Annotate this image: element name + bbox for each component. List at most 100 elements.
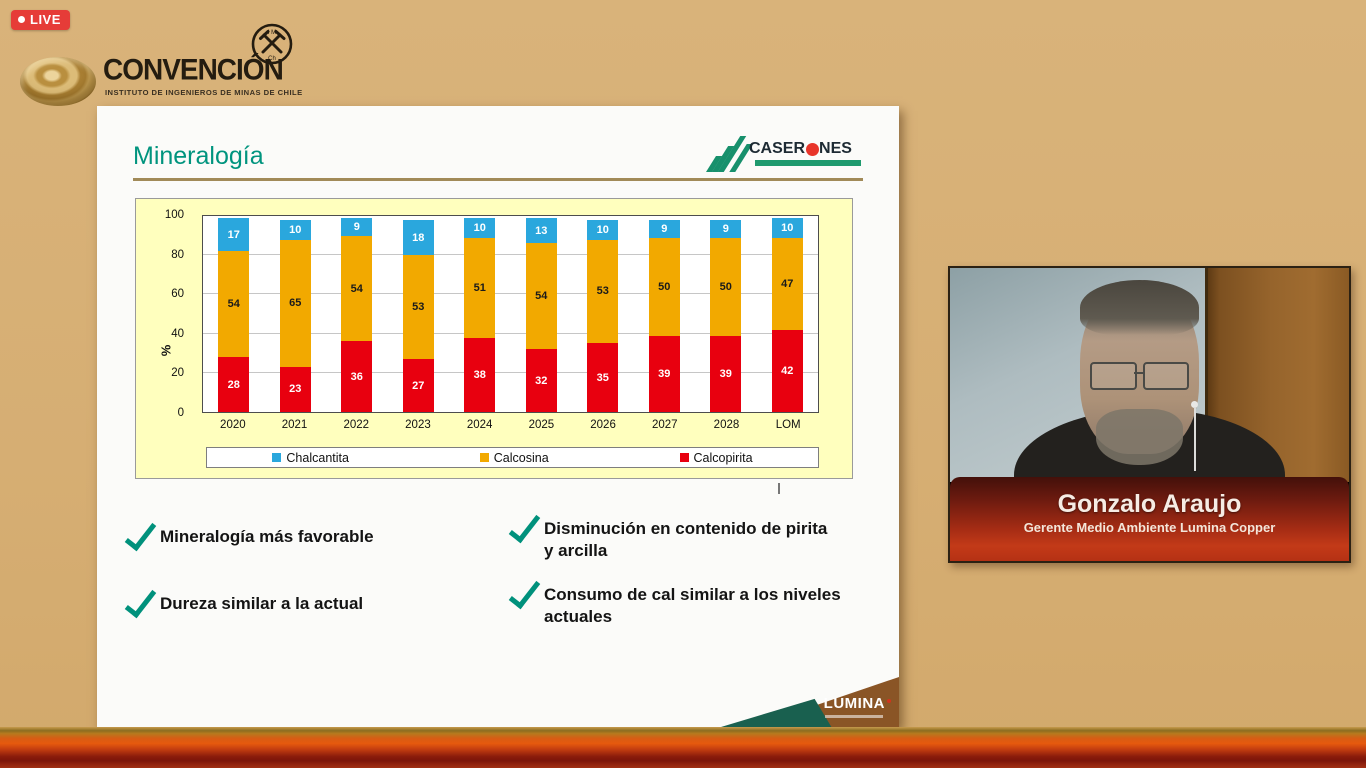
bar-segment: 38 bbox=[464, 337, 496, 412]
convention-subtitle: INSTITUTO DE INGENIEROS DE MINAS DE CHIL… bbox=[105, 88, 303, 97]
legend-swatch bbox=[679, 453, 689, 462]
text-cursor-mark bbox=[778, 483, 780, 494]
bottom-gradient-band bbox=[0, 727, 1366, 768]
bar-segment: 54 bbox=[341, 235, 373, 342]
earbud-wire bbox=[1194, 407, 1197, 472]
bar-segment: 47 bbox=[771, 237, 803, 330]
bar-segment: 39 bbox=[710, 335, 742, 412]
speaker-name: Gonzalo Araujo bbox=[1057, 489, 1242, 518]
stacked-bar: 42 47 10 bbox=[771, 216, 803, 412]
chart-legend: Chalcantita Calcosina Calcopirita bbox=[206, 447, 819, 468]
bar-segment: 9 bbox=[710, 219, 742, 238]
bar-segment: 10 bbox=[771, 217, 803, 238]
stacked-bar: 32 54 13 bbox=[525, 216, 557, 412]
bar-segment: 10 bbox=[587, 219, 619, 240]
checklist-item: Consumo de cal similar a los niveles act… bbox=[508, 574, 847, 629]
legend-item: Calcopirita bbox=[679, 451, 753, 465]
checklist-item: Dureza similar a la actual bbox=[124, 583, 443, 619]
bar-segment: 50 bbox=[648, 237, 680, 336]
legend-swatch bbox=[272, 453, 282, 462]
x-tick-label: 2025 bbox=[528, 419, 555, 431]
caserones-logo: CASERONES bbox=[706, 130, 863, 180]
x-axis-labels: 2020 2021 2022 2023 2024 2025 2026 2027 2028 LOM bbox=[202, 419, 819, 431]
caserones-wordmark: CASERONES bbox=[749, 140, 852, 157]
y-axis-ticks: 0 20 40 60 80 100 bbox=[136, 209, 194, 419]
bar-column: 42 47 10 bbox=[757, 216, 819, 412]
x-tick-label: 2022 bbox=[343, 419, 370, 431]
checklist-item: Disminución en contenido de pirita y arc… bbox=[508, 508, 837, 563]
stacked-bar: 28 54 17 bbox=[218, 216, 250, 412]
crossed-hammers-icon: I M Ch bbox=[250, 22, 294, 66]
lumina-tagline-bar bbox=[825, 715, 883, 718]
legend-item: Chalcantita bbox=[272, 451, 349, 465]
checklist-item: Mineralogía más favorable bbox=[124, 516, 443, 552]
lumina-wordmark: LUMINA bbox=[823, 695, 885, 712]
bar-segment: 9 bbox=[648, 219, 680, 238]
bar-segment: 17 bbox=[218, 217, 250, 252]
caserones-tagline-bar bbox=[755, 160, 861, 166]
plot-area: 28 54 17 23 65 10 36 54 9 27 53 18 38 51 10 32 54 13 35 53 1… bbox=[202, 215, 819, 413]
bar-column: 32 54 13 bbox=[511, 216, 573, 412]
svg-text:I M: I M bbox=[268, 30, 276, 36]
gridline bbox=[203, 254, 818, 256]
bar-segment: 18 bbox=[402, 219, 434, 256]
gridline bbox=[203, 332, 818, 334]
bar-column: 36 54 9 bbox=[326, 216, 388, 412]
stacked-bar: 36 54 9 bbox=[341, 216, 373, 412]
legend-item: Calcosina bbox=[479, 451, 549, 465]
lumina-logo: LUMINA bbox=[721, 677, 899, 727]
stacked-bar: 23 65 10 bbox=[279, 216, 311, 412]
x-tick-label: 2024 bbox=[466, 419, 493, 431]
bar-column: 38 51 10 bbox=[449, 216, 511, 412]
live-label: LIVE bbox=[30, 12, 61, 27]
title-underline bbox=[133, 178, 863, 181]
x-tick-label: 2021 bbox=[281, 419, 308, 431]
x-tick-label: 2027 bbox=[651, 419, 678, 431]
iimch-spiral-logo bbox=[20, 57, 96, 106]
legend-swatch bbox=[479, 453, 489, 462]
bar-column: 28 54 17 bbox=[203, 216, 265, 412]
y-tick-label: 20 bbox=[171, 367, 184, 380]
bar-column: 23 65 10 bbox=[265, 216, 327, 412]
speaker-beard bbox=[1095, 409, 1184, 465]
stacked-bar: 27 53 18 bbox=[402, 216, 434, 412]
bar-segment: 32 bbox=[525, 349, 557, 412]
bar-segment: 28 bbox=[218, 357, 250, 412]
x-tick-label: LOM bbox=[775, 419, 801, 431]
bar-segment: 65 bbox=[279, 239, 311, 367]
bar-column: 39 50 9 bbox=[695, 216, 757, 412]
y-tick-label: 100 bbox=[164, 209, 184, 221]
bar-segment: 9 bbox=[341, 218, 373, 236]
y-tick-label: 60 bbox=[171, 288, 184, 301]
caserones-red-o: O bbox=[805, 142, 819, 156]
bar-segment: 35 bbox=[587, 343, 619, 412]
stacked-bar: 35 53 10 bbox=[587, 216, 619, 412]
bar-segment: 54 bbox=[525, 243, 557, 350]
bar-segment: 23 bbox=[279, 366, 311, 412]
bar-segment: 10 bbox=[279, 219, 311, 240]
bar-segment: 53 bbox=[402, 255, 434, 360]
earbud-icon bbox=[1191, 400, 1199, 408]
y-tick-label: 40 bbox=[171, 327, 184, 340]
live-dot-icon bbox=[18, 16, 25, 23]
live-badge: LIVE bbox=[11, 10, 70, 30]
gridline bbox=[203, 293, 818, 295]
x-tick-label: 2026 bbox=[590, 419, 616, 431]
bar-segment: 53 bbox=[587, 239, 619, 344]
slide-title: Mineralogía bbox=[133, 142, 264, 170]
mineralogy-chart: % 0 20 40 60 80 100 28 54 17 23 65 10 36 54 9 27 53 18 38… bbox=[135, 198, 853, 479]
gridline bbox=[203, 371, 818, 373]
x-tick-label: 2020 bbox=[220, 419, 246, 431]
caserones-stripes-icon bbox=[706, 132, 753, 172]
bar-segment: 13 bbox=[525, 217, 557, 244]
speaker-glasses bbox=[1089, 362, 1190, 390]
x-tick-label: 2023 bbox=[405, 419, 431, 431]
check-icon bbox=[508, 574, 541, 610]
bar-segment: 39 bbox=[648, 335, 680, 412]
bar-segment: 27 bbox=[402, 359, 434, 412]
check-icon bbox=[508, 508, 541, 544]
bar-segment: 50 bbox=[710, 237, 742, 336]
bar-column: 39 50 9 bbox=[634, 216, 696, 412]
bar-column: 35 53 10 bbox=[572, 216, 634, 412]
bar-segment: 54 bbox=[218, 251, 250, 358]
